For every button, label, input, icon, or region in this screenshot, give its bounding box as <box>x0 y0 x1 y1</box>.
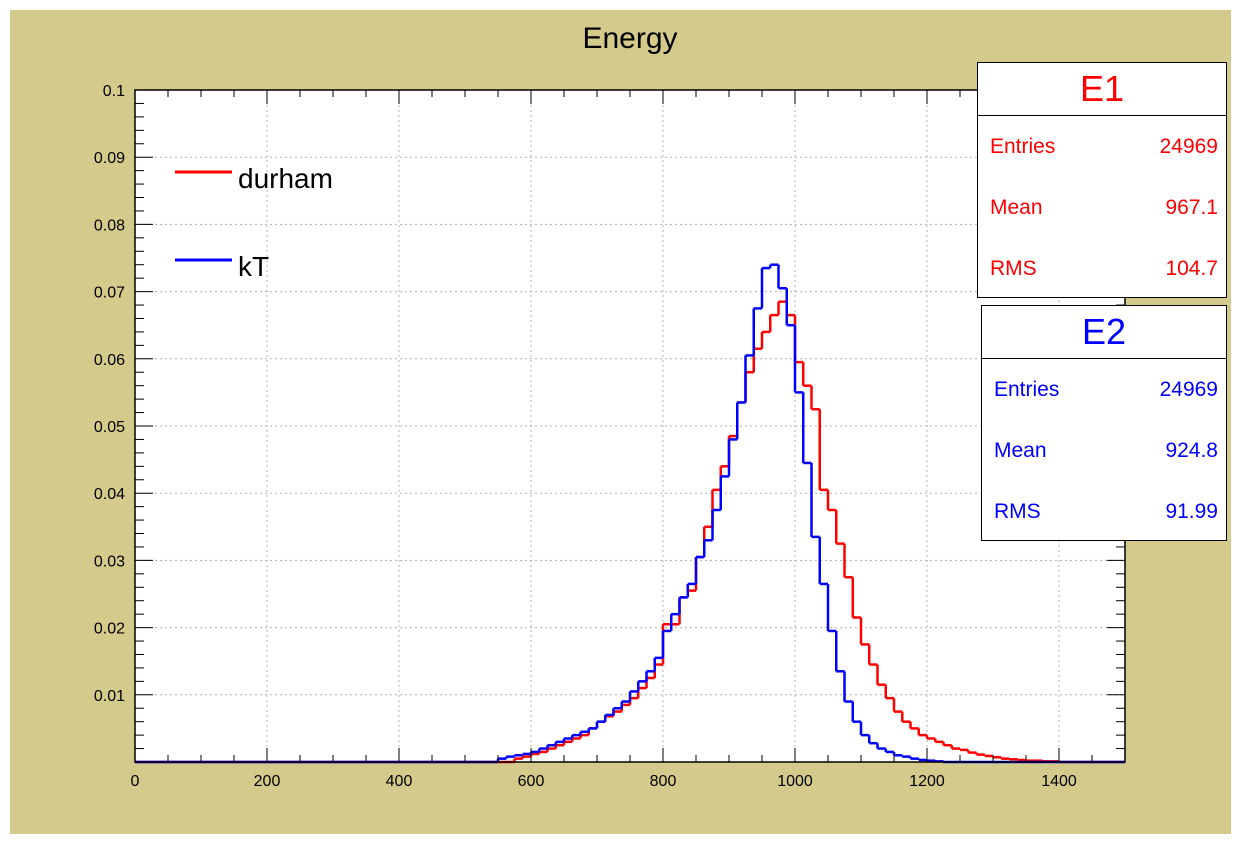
y-tick-label: 0.07 <box>94 285 125 302</box>
stats-label: RMS <box>990 257 1037 280</box>
stats-label: RMS <box>994 500 1041 523</box>
y-tick-label: 0.03 <box>94 553 125 570</box>
x-tick-label: 1000 <box>777 773 813 790</box>
stats-box-e2: E2 Entries 24969 Mean 924.8 RMS 91.99 <box>981 305 1227 541</box>
stats-row-rms: RMS 91.99 <box>982 481 1226 542</box>
stats-row-entries: Entries 24969 <box>982 359 1226 420</box>
x-tick-label: 800 <box>650 773 677 790</box>
x-tick-label: 0 <box>131 773 140 790</box>
chart-title: Energy <box>582 22 677 55</box>
stats-title-e1: E1 <box>978 63 1226 116</box>
y-tick-label: 0.1 <box>103 83 125 100</box>
stats-label: Entries <box>994 378 1060 401</box>
y-tick-label: 0.01 <box>94 688 125 705</box>
y-tick-label: 0.02 <box>94 621 125 638</box>
x-tick-label: 400 <box>386 773 413 790</box>
stats-value: 104.7 <box>1165 257 1218 280</box>
stats-row-rms: RMS 104.7 <box>978 238 1226 299</box>
legend: durham kT <box>175 163 333 282</box>
stats-box-e1: E1 Entries 24969 Mean 967.1 RMS 104.7 <box>977 62 1227 298</box>
stats-value: 967.1 <box>1165 196 1218 219</box>
stats-row-mean: Mean 924.8 <box>982 420 1226 481</box>
legend-label-durham: durham <box>238 163 333 194</box>
legend-label-kT: kT <box>238 251 269 282</box>
stats-value: 924.8 <box>1165 439 1218 462</box>
stats-value: 24969 <box>1159 135 1218 158</box>
stats-label: Entries <box>990 135 1056 158</box>
x-tick-label: 1200 <box>909 773 945 790</box>
stats-label: Mean <box>990 196 1043 219</box>
stats-value: 24969 <box>1159 378 1218 401</box>
y-tick-label: 0.05 <box>94 419 125 436</box>
stats-row-mean: Mean 967.1 <box>978 177 1226 238</box>
stats-label: Mean <box>994 439 1047 462</box>
x-tick-label: 600 <box>518 773 545 790</box>
stats-row-entries: Entries 24969 <box>978 116 1226 177</box>
y-tick-label: 0.08 <box>94 217 125 234</box>
x-tick-label: 200 <box>254 773 281 790</box>
y-tick-label: 0.04 <box>94 486 125 503</box>
y-tick-label: 0.09 <box>94 150 125 167</box>
stats-value: 91.99 <box>1165 500 1218 523</box>
y-tick-label: 0.06 <box>94 352 125 369</box>
x-tick-label: 1400 <box>1041 773 1077 790</box>
stats-title-e2: E2 <box>982 306 1226 359</box>
